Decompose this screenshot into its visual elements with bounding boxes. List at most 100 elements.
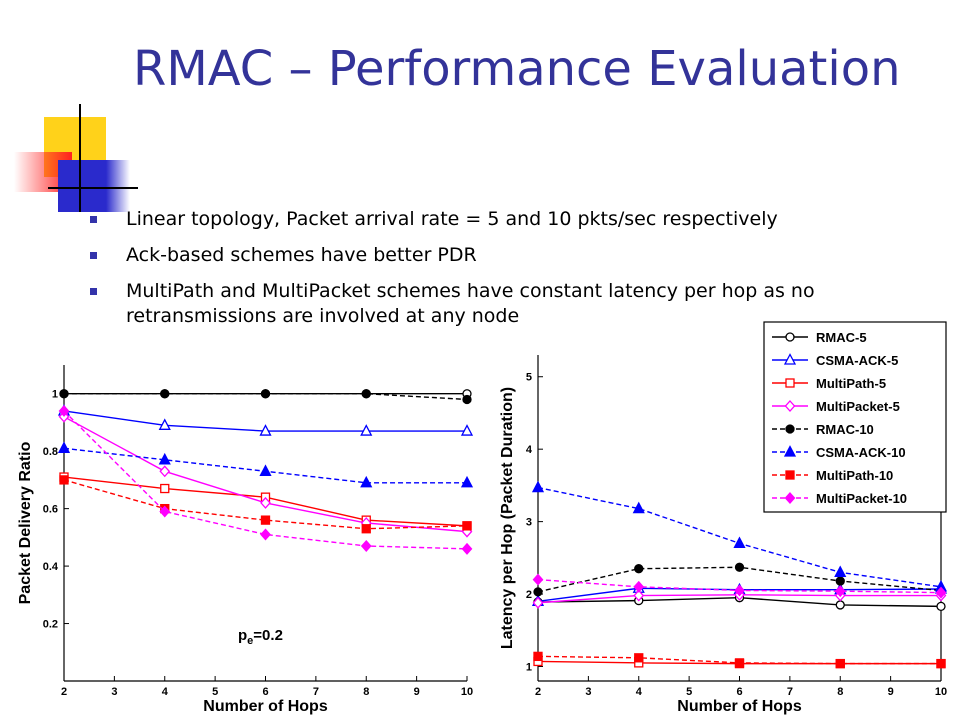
bullet-list: Linear topology, Packet arrival rate = 5…: [90, 207, 950, 340]
data-point: [734, 593, 745, 603]
x-axis-label: Number of Hops: [677, 698, 802, 715]
x-tick-label: 2: [535, 686, 541, 698]
legend-label: CSMA-ACK-10: [816, 445, 906, 460]
legend-label: MultiPacket-10: [816, 491, 907, 506]
pe-annotation: pe=0.2: [238, 627, 283, 647]
series-line: [63, 447, 467, 484]
data-point: [461, 525, 473, 538]
data-point: [361, 389, 371, 399]
y-tick-label: 0.8: [43, 446, 58, 458]
legend-marker: [785, 424, 795, 434]
y-tick-label: 2: [526, 589, 532, 601]
y-tick-label: 0.2: [43, 619, 58, 631]
data-point: [835, 600, 845, 610]
legend-label: CSMA-ACK-5: [816, 353, 898, 368]
data-point: [460, 424, 474, 436]
x-tick-label: 7: [313, 686, 319, 698]
data-point: [360, 540, 372, 552]
data-point: [160, 389, 170, 399]
data-point: [533, 651, 543, 662]
bullet-item: Linear topology, Packet arrival rate = 5…: [90, 207, 950, 232]
legend-label: MultiPacket-5: [816, 399, 900, 414]
data-point: [936, 658, 946, 669]
data-point: [159, 505, 171, 518]
y-tick-label: 0.4: [43, 561, 59, 573]
x-tick-label: 6: [262, 686, 268, 698]
series-line: [537, 578, 942, 594]
data-point: [361, 524, 371, 534]
pe-annotation-p: p: [238, 627, 247, 644]
x-tick-label: 2: [61, 686, 67, 698]
data-point: [834, 582, 847, 595]
data-point: [462, 521, 472, 531]
legend-marker: [783, 353, 797, 365]
data-point: [260, 515, 271, 525]
y-tick-label: 1: [52, 389, 58, 401]
data-point: [160, 483, 170, 494]
data-point: [259, 424, 272, 436]
data-point: [733, 536, 746, 549]
data-point: [531, 480, 545, 493]
bullet-square-icon: [90, 288, 97, 295]
x-axis-label: Number of Hops: [203, 698, 328, 715]
y-tick-label: 3: [526, 517, 532, 529]
data-point: [835, 576, 845, 586]
legend-label: RMAC-10: [816, 422, 874, 437]
legend-marker: [784, 400, 796, 412]
right-chart-background: [490, 343, 960, 720]
data-point: [734, 658, 745, 669]
data-point: [835, 658, 845, 669]
data-point: [936, 585, 946, 596]
series-line: [63, 479, 468, 530]
data-point: [934, 579, 948, 592]
data-point: [59, 475, 69, 485]
series-line: [537, 566, 942, 593]
data-point: [632, 581, 645, 593]
legend-label: MultiPath-5: [816, 376, 886, 391]
bullet-text: Linear topology, Packet arrival rate = 5…: [126, 208, 778, 230]
bullet-item: MultiPath and MultiPacket schemes have c…: [90, 279, 950, 329]
x-tick-label: 4: [636, 686, 643, 698]
data-point: [57, 404, 71, 416]
x-tick-label: 9: [888, 686, 894, 698]
data-point: [462, 521, 472, 531]
series-line: [537, 596, 942, 608]
bullet-square-icon: [90, 252, 97, 259]
x-tick-label: 7: [787, 686, 793, 698]
x-tick-label: 5: [686, 686, 692, 698]
data-point: [531, 594, 545, 606]
data-point: [59, 472, 69, 482]
data-point: [634, 564, 644, 574]
data-point: [461, 542, 473, 555]
data-point: [160, 503, 170, 514]
x-tick-label: 3: [111, 686, 117, 698]
data-point: [260, 389, 271, 399]
decorative-squares: [14, 104, 138, 212]
data-point: [532, 596, 544, 609]
x-tick-label: 9: [414, 686, 420, 698]
data-point: [260, 528, 271, 541]
data-point: [158, 452, 171, 465]
data-point: [533, 597, 543, 607]
data-point: [734, 588, 745, 601]
legend-marker: [784, 492, 796, 504]
series-line: [537, 655, 941, 665]
x-tick-label: 5: [212, 686, 218, 698]
data-point: [360, 475, 373, 488]
data-point: [634, 658, 644, 668]
left-chart-background: [0, 343, 478, 720]
y-axis-label: Packet Delivery Ratio: [17, 441, 34, 604]
data-point: [460, 475, 474, 488]
data-point: [634, 653, 644, 663]
y-tick-label: 5: [526, 372, 532, 384]
series-line: [63, 410, 467, 432]
data-point: [734, 658, 745, 668]
data-point: [58, 404, 70, 417]
data-point: [834, 589, 846, 602]
x-tick-label: 3: [585, 686, 591, 698]
data-point: [834, 565, 847, 577]
x-tick-label: 10: [461, 686, 473, 698]
data-point: [260, 492, 271, 502]
data-point: [734, 584, 745, 597]
